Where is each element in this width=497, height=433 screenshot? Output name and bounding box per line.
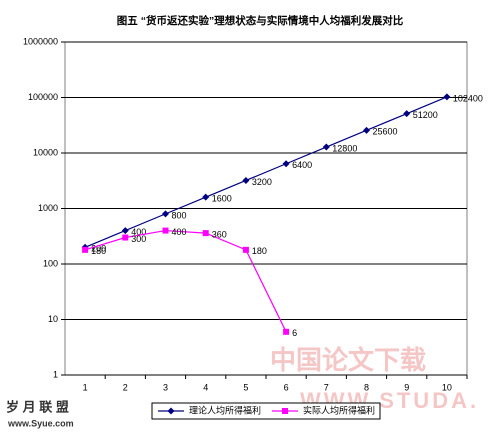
legend-box	[151, 402, 381, 420]
y-tick-label: 10	[48, 314, 58, 324]
point	[403, 110, 411, 118]
x-tick-label: 4	[203, 382, 208, 392]
point	[443, 93, 451, 101]
point	[242, 246, 249, 253]
line	[84, 96, 448, 248]
point	[322, 143, 330, 151]
line	[84, 229, 287, 333]
data-label: 6	[292, 328, 297, 338]
x-tick-label: 2	[123, 382, 128, 392]
data-label: 400	[131, 227, 146, 237]
chart-title: 图五 “货币返还实验”理想状态与实际情境中人均福利发展对比	[117, 14, 404, 27]
point	[283, 328, 290, 335]
x-tick-label: 10	[442, 382, 452, 392]
point	[162, 210, 169, 218]
x-tick-label: 8	[364, 382, 369, 392]
x-tick-label: 1	[83, 382, 88, 392]
point	[121, 227, 129, 235]
point	[122, 234, 129, 241]
y-tick-label: 100	[43, 258, 58, 268]
y-tick-label: 1000000	[23, 36, 58, 46]
data-label: 360	[212, 230, 227, 240]
point	[202, 230, 209, 237]
data-label: 180	[252, 246, 267, 256]
data-label: 400	[172, 227, 187, 237]
x-tick-label: 9	[404, 382, 409, 392]
data-label: 180	[91, 246, 106, 256]
legend-label: 理论人均所得福利	[189, 404, 261, 415]
y-tick-label: 1	[53, 369, 58, 379]
data-label: 1600	[212, 194, 232, 204]
y-tick-label: 1000	[38, 203, 58, 213]
legend-label: 实际人均所得福利	[303, 404, 375, 415]
point	[167, 407, 175, 415]
point	[162, 227, 169, 234]
watermark: 中国论文下载	[270, 345, 426, 375]
x-tick-label: 7	[324, 382, 329, 392]
point	[202, 193, 210, 201]
data-label: 300	[131, 234, 146, 244]
data-label: 51200	[413, 110, 438, 120]
point	[82, 246, 89, 253]
point	[282, 160, 290, 168]
watermark: www.Syue.com	[7, 418, 74, 428]
point	[242, 176, 250, 184]
x-tick-label: 3	[163, 382, 168, 392]
data-label: 102400	[453, 93, 483, 103]
data-label: 25600	[373, 127, 398, 137]
point	[282, 408, 288, 414]
y-tick-label: 10000	[33, 147, 58, 157]
data-label: 6400	[292, 160, 312, 170]
data-label: 12800	[332, 143, 357, 153]
y-tick-label: 100000	[28, 92, 58, 102]
x-tick-label: 5	[243, 382, 248, 392]
x-tick-label: 6	[284, 382, 289, 392]
point	[363, 126, 370, 134]
data-label: 200	[91, 244, 106, 254]
watermark: 岁 月 联 盟	[6, 399, 69, 414]
data-label: 3200	[252, 177, 272, 187]
data-label: 800	[172, 210, 187, 220]
